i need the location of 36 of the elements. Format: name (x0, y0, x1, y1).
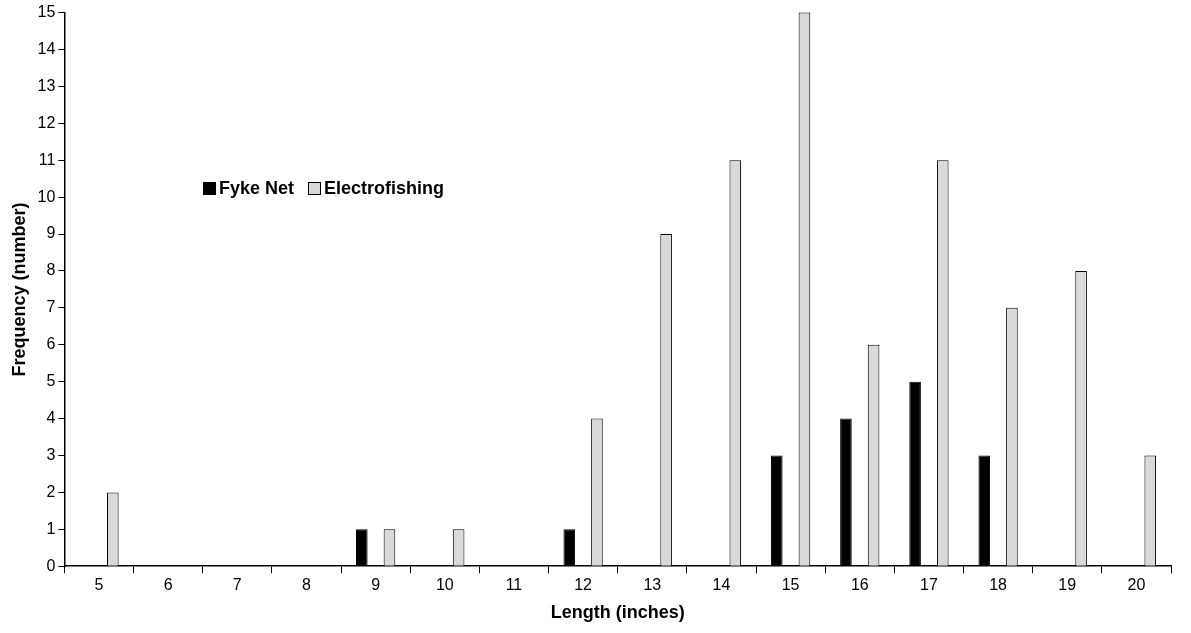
y-tick-label: 2 (46, 482, 56, 500)
x-tick-label: 6 (163, 576, 173, 594)
y-tick-label: 15 (37, 3, 56, 21)
x-tick-label: 15 (781, 576, 800, 594)
x-tick-label: 8 (302, 576, 312, 594)
x-tick-label: 20 (1127, 576, 1146, 594)
y-tick-label: 10 (37, 187, 56, 205)
x-tick-label: 18 (989, 576, 1008, 594)
y-tick-label: 5 (46, 372, 56, 390)
y-tick-label: 0 (46, 556, 56, 574)
y-tick-label: 6 (46, 335, 56, 353)
x-tick-label: 7 (232, 576, 242, 594)
y-tick-label: 1 (46, 519, 56, 537)
x-tick-label: 5 (94, 576, 104, 594)
y-tick-label: 12 (37, 113, 56, 131)
legend-label: Fyke Net (218, 178, 295, 199)
y-tick-label: 9 (46, 224, 56, 242)
x-tick-label: 13 (643, 576, 662, 594)
y-tick-label: 14 (37, 39, 56, 57)
x-tick-label: 19 (1058, 576, 1077, 594)
x-tick-label: 9 (371, 576, 381, 594)
y-tick-label: 13 (37, 76, 56, 94)
x-tick-label: 17 (920, 576, 938, 594)
y-tick-label: 3 (46, 445, 56, 463)
x-tick-label: 12 (574, 576, 593, 594)
x-tick-label: 10 (435, 576, 454, 594)
x-axis-title: Length (inches) (550, 602, 685, 623)
y-tick-label: 7 (46, 298, 56, 316)
x-tick-label: 11 (505, 576, 523, 594)
x-tick-label: 14 (712, 576, 731, 594)
y-tick-label: 4 (46, 408, 56, 426)
y-tick-label: 8 (46, 261, 56, 279)
y-tick-label: 11 (38, 150, 56, 168)
x-tick-label: 16 (850, 576, 869, 594)
legend-label: Electrofishing (323, 178, 445, 199)
y-axis-title: Frequency (number) (8, 202, 29, 377)
